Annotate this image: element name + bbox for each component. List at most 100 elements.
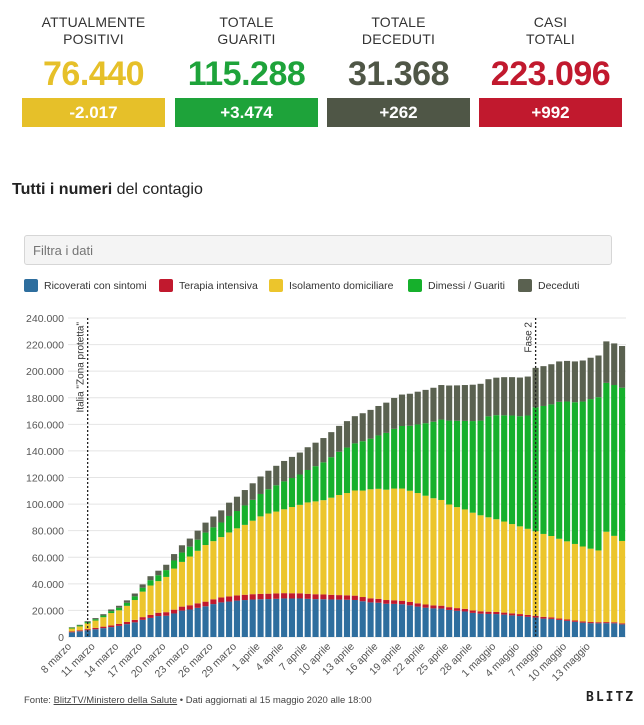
bar-segment [619,624,626,637]
bar-segment [414,424,421,494]
bar-segment [336,494,343,596]
bar-segment [139,619,146,637]
bar-segment [556,361,563,402]
bar-segment [367,409,374,439]
bar-segment [603,623,610,637]
bar-segment [501,612,508,615]
filter-input[interactable] [24,235,612,265]
bar-segment [532,615,539,618]
bar-segment [587,357,594,400]
bar-segment [587,622,594,624]
bar-segment [210,604,217,637]
legend-item-isolamento[interactable]: Isolamento domiciliare [269,279,393,292]
bar-segment [351,416,358,444]
bar-segment [84,621,91,623]
bar-segment [186,546,193,557]
bar-segment [155,612,162,617]
y-tick-label: 140.000 [26,446,64,458]
bar-segment [273,598,280,637]
bar-segment [406,605,413,637]
bar-segment [194,607,201,637]
bar-segment [477,613,484,637]
bar-segment [359,441,366,491]
bar-segment [76,630,83,632]
bar-segment [84,630,91,637]
bar-segment [226,596,233,602]
bar-segment [619,540,626,624]
stat-value: 76.440 [43,55,145,93]
bar-segment [603,622,610,624]
bar-segment [501,521,508,613]
bar-segment [304,447,311,470]
bar-segment [155,616,162,637]
bar-segment [186,609,193,637]
bar-segment [619,623,626,625]
bar-segment [241,490,248,506]
bar-segment [391,600,398,604]
stat-delta-badge: -2.017 [22,98,165,127]
bar-segment [579,401,586,547]
bar-segment [92,629,99,637]
bar-segment [320,594,327,600]
bar-segment [178,606,186,611]
bar-segment [68,628,75,632]
y-tick-label: 220.000 [26,340,64,352]
bar-segment [422,604,429,608]
bar-segment [265,489,272,514]
bar-segment [116,610,123,624]
bar-segment [571,361,578,403]
bar-segment [178,552,186,562]
legend-item-deceduti[interactable]: Deceduti [518,279,579,292]
bar-segment [446,609,453,637]
bar-segment [453,420,461,508]
bar-segment [469,612,476,637]
bar-segment [493,519,500,612]
bar-segment [68,631,75,633]
bar-segment [336,599,343,637]
bar-segment [438,499,445,606]
bar-segment [383,600,390,604]
bar-segment [524,376,531,416]
bar-segment [446,607,453,610]
bar-segment [524,528,531,615]
bar-segment [257,493,264,517]
bar-segment [265,593,272,600]
bar-segment [218,602,225,637]
bar-segment [281,509,288,594]
bar-segment [178,610,186,637]
footer-source-link[interactable]: BlitzTV/Ministero della Salute [53,695,178,706]
bar-segment [516,526,523,615]
bar-segment [398,426,406,489]
bar-segment [603,531,610,623]
legend-item-ricoverati[interactable]: Ricoverati con sintomi [24,279,147,292]
bar-segment [438,385,445,420]
y-tick-label: 200.000 [26,366,64,378]
stat-value: 31.368 [348,55,450,93]
bar-segment [398,394,406,426]
bar-segment [210,541,217,600]
bar-segment [194,603,201,608]
bar-segment [453,507,461,609]
legend-swatch [269,279,283,292]
bar-segment [202,606,209,637]
legend-item-dimessi[interactable]: Dimessi / Guariti [408,279,505,292]
bar-segment [108,611,115,614]
stat-value: 223.096 [490,55,611,93]
bar-segment [328,432,335,458]
bar-segment [493,377,500,416]
bar-segment [469,610,476,613]
bar-segment [414,603,421,607]
bar-segment [281,598,288,637]
bar-segment [304,593,311,599]
legend-item-terapia-intensiva[interactable]: Terapia intensiva [159,279,258,292]
bar-segment [571,543,578,621]
bar-segment [92,620,99,628]
bar-segment [210,599,217,605]
bar-segment [131,619,138,623]
bar-segment [312,442,319,467]
bar-segment [548,617,555,619]
legend-swatch [518,279,532,292]
bar-segment [603,382,610,532]
stat-label: CASI TOTALI [526,14,575,47]
bar-segment [619,346,626,388]
